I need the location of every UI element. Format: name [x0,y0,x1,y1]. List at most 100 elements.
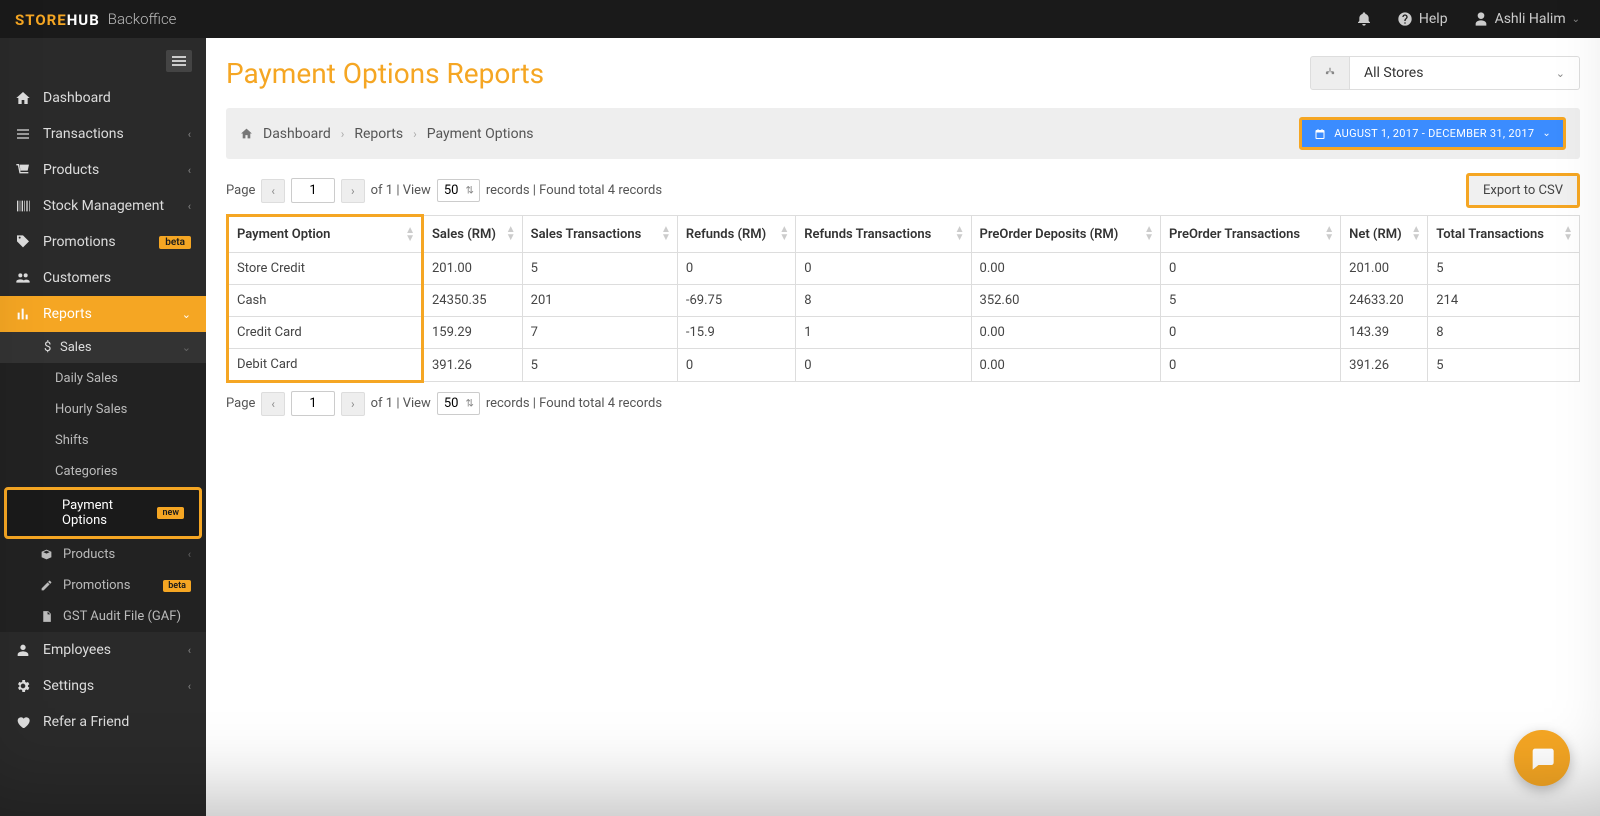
per-page-select[interactable]: 50 [437,179,480,202]
page-title: Payment Options Reports [226,57,544,90]
sort-icon: ▲▼ [1324,226,1334,242]
help-button[interactable]: Help [1397,11,1448,27]
crumb-reports[interactable]: Reports [354,126,403,142]
page-next-button[interactable]: › [341,392,365,416]
sub-categories[interactable]: Categories [0,456,206,487]
nav-label: Products [43,162,99,178]
badge-beta: beta [163,580,191,592]
sub-label: Payment Options [62,498,151,528]
of-text: of 1 | View [371,183,431,198]
of-text: of 1 | View [371,396,431,411]
topbar: STOREHUB Backoffice Help Ashli Halim ⌄ [0,0,1600,38]
th-sales-txn[interactable]: Sales Transactions▲▼ [522,216,677,253]
payment-options-table: Payment Option▲▼ Sales (RM)▲▼ Sales Tran… [226,214,1580,383]
sub-hourly-sales[interactable]: Hourly Sales [0,394,206,425]
sort-icon: ▲▼ [955,226,965,242]
sub-products[interactable]: Products ‹ [0,539,206,570]
per-page-select[interactable]: 50 [437,392,480,415]
th-sales-rm[interactable]: Sales (RM)▲▼ [423,216,523,253]
nav-products[interactable]: Products ‹ [0,152,206,188]
table-cell: 0.00 [971,253,1161,285]
table-cell: 0 [796,253,971,285]
sub-label: Hourly Sales [55,402,127,417]
logo-text-1: STORE [15,11,67,29]
table-cell: 5 [522,349,677,382]
nav-transactions[interactable]: Transactions ‹ [0,116,206,152]
chevron-left-icon: ‹ [188,200,191,213]
table-cell: Store Credit [228,253,423,285]
th-refunds-rm[interactable]: Refunds (RM)▲▼ [677,216,795,253]
user-menu[interactable]: Ashli Halim ⌄ [1473,11,1580,27]
chevron-down-icon: ⌄ [1556,67,1565,80]
page-number-input[interactable] [291,391,335,416]
separator-icon: › [341,127,345,141]
sort-icon: ▲▼ [1563,226,1573,242]
sub-gst[interactable]: GST Audit File (GAF) [0,601,206,632]
table-cell: Debit Card [228,349,423,382]
date-range-picker[interactable]: AUGUST 1, 2017 - DECEMBER 31, 2017 ⌄ [1299,117,1566,150]
table-cell: 0.00 [971,317,1161,349]
help-icon [1397,11,1413,27]
export-csv-button[interactable]: Export to CSV [1466,173,1580,208]
nav-label: Dashboard [43,90,111,106]
page-label: Page [226,396,255,411]
th-refunds-txn[interactable]: Refunds Transactions▲▼ [796,216,971,253]
box-icon [40,548,53,561]
nav-refer[interactable]: Refer a Friend [0,704,206,740]
table-cell: 0 [677,253,795,285]
sub-daily-sales[interactable]: Daily Sales [0,363,206,394]
th-payment-option[interactable]: Payment Option▲▼ [228,216,423,253]
th-net-rm[interactable]: Net (RM)▲▼ [1341,216,1428,253]
user-name: Ashli Halim [1495,11,1566,27]
store-dropdown[interactable]: All Stores ⌄ [1350,56,1580,90]
sub-header-sales[interactable]: $ Sales ⌄ [0,332,206,363]
nav-dashboard[interactable]: Dashboard [0,80,206,116]
nav-stock[interactable]: Stock Management ‹ [0,188,206,224]
logo: STOREHUB Backoffice [15,10,176,29]
page-number-input[interactable] [291,178,335,203]
nav-settings[interactable]: Settings ‹ [0,668,206,704]
table-cell: 352.60 [971,285,1161,317]
crumb-home[interactable]: Dashboard [263,126,331,142]
notifications-button[interactable] [1356,11,1372,27]
store-selected: All Stores [1364,65,1423,81]
crumb-current: Payment Options [427,126,534,142]
table-cell: 8 [796,285,971,317]
sidebar-toggle[interactable] [166,50,192,72]
sort-icon: ▲▼ [405,227,415,243]
page-prev-button[interactable]: ‹ [261,392,285,416]
chevron-down-icon: ⌄ [182,308,191,321]
table-cell: 214 [1428,285,1580,317]
table-row: Credit Card159.297-15.910.000143.398 [228,317,1580,349]
table-cell: 1 [796,317,971,349]
table-cell: 0 [1161,349,1341,382]
home-icon [15,90,31,106]
nav-reports[interactable]: Reports ⌄ [0,296,206,332]
table-cell: 7 [522,317,677,349]
hamburger-icon [172,56,186,66]
store-filter: All Stores ⌄ [1310,56,1580,90]
cart-icon [15,162,31,178]
nav-label: Refer a Friend [43,714,129,730]
th-preorder-deposits[interactable]: PreOrder Deposits (RM)▲▼ [971,216,1161,253]
sub-payment-options[interactable]: Payment Options new [4,487,202,539]
store-tree-button[interactable] [1310,56,1350,90]
th-preorder-txn[interactable]: PreOrder Transactions▲▼ [1161,216,1341,253]
nav-customers[interactable]: Customers [0,260,206,296]
nav-employees[interactable]: Employees ‹ [0,632,206,668]
calendar-icon [1314,128,1326,140]
table-cell: 159.29 [423,317,523,349]
sub-promotions[interactable]: Promotions beta [0,570,206,601]
records-found: records | Found total 4 records [486,183,662,198]
chat-fab[interactable] [1514,730,1570,786]
sub-shifts[interactable]: Shifts [0,425,206,456]
th-total-txn[interactable]: Total Transactions▲▼ [1428,216,1580,253]
person-icon [15,642,31,658]
reports-submenu: $ Sales ⌄ Daily Sales Hourly Sales Shift… [0,332,206,632]
users-icon [15,270,31,286]
page-prev-button[interactable]: ‹ [261,179,285,203]
page-next-button[interactable]: › [341,179,365,203]
chevron-left-icon: ‹ [188,548,191,561]
nav-promotions[interactable]: Promotions beta [0,224,206,260]
sub-label: Daily Sales [55,371,118,386]
